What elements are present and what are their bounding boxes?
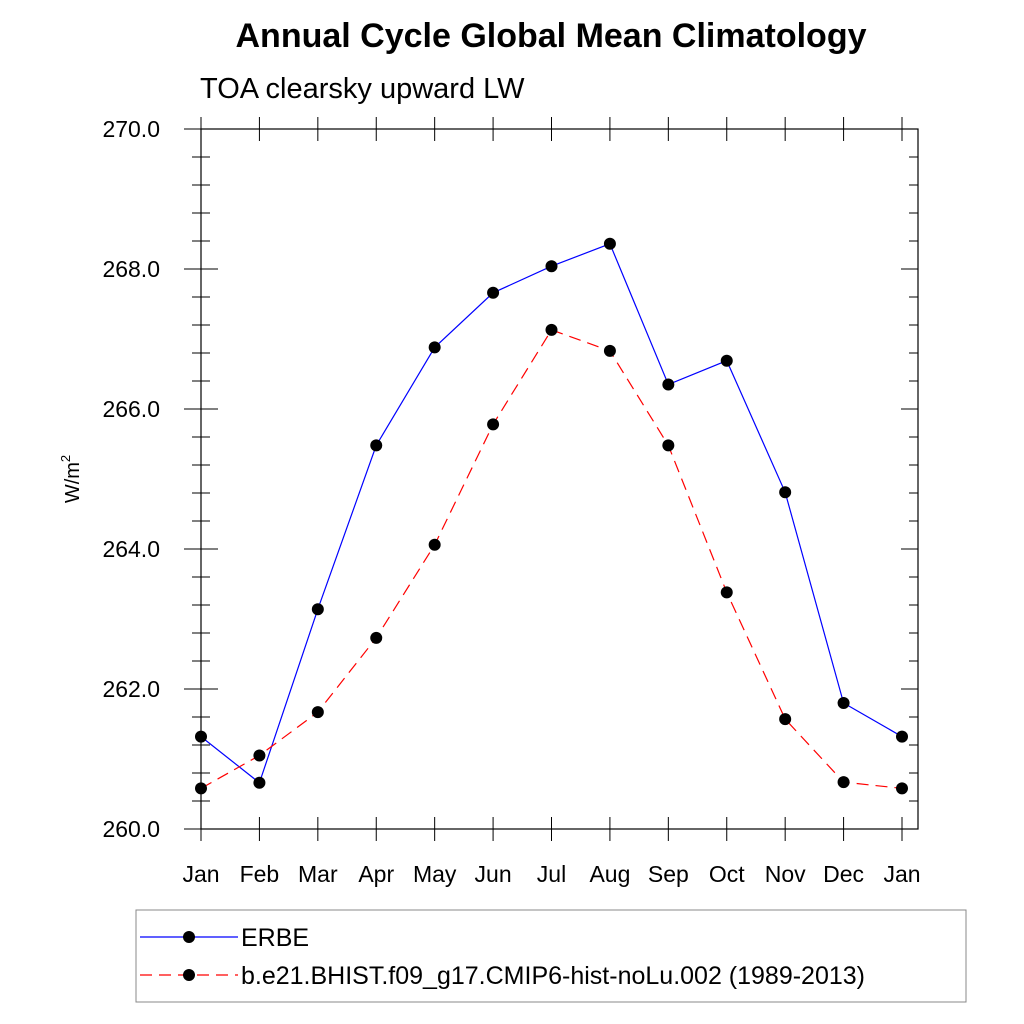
x-tick-label: Feb [240,861,280,887]
data-point [662,378,675,391]
data-point [487,286,500,299]
y-tick-label: 262.0 [102,676,160,702]
y-axis-title: W/m2 [58,455,84,503]
data-point [720,586,733,599]
data-point [253,749,266,762]
x-tick-label: Jun [475,861,512,887]
x-tick-label: Aug [589,861,630,887]
data-point [896,782,908,795]
x-tick-label: May [413,861,457,887]
x-tick-label: Sep [648,861,689,887]
data-point [370,439,383,452]
data-point [779,486,792,499]
legend-marker [183,969,195,981]
series-model [195,323,908,795]
y-tick-label: 270.0 [102,116,160,142]
y-tick-label: 266.0 [102,396,160,422]
data-point [603,344,616,357]
legend-entry: b.e21.BHIST.f09_g17.CMIP6-hist-noLu.002 … [140,962,865,990]
data-point [311,603,324,616]
y-axis-title-text: W/m [62,462,84,503]
x-tick-label: Nov [765,861,806,887]
series-line [200,329,903,789]
svg-text:W/m2: W/m2 [58,455,84,503]
legend-box [135,909,967,1003]
legend-label: b.e21.BHIST.f09_g17.CMIP6-hist-noLu.002 … [241,962,865,990]
data-point [428,538,441,551]
chart-title: Annual Cycle Global Mean Climatology [236,17,867,55]
data-point [195,782,207,795]
data-point [311,706,324,719]
x-tick-label: Dec [823,861,864,887]
x-tick-label: Jul [537,861,566,887]
data-point [720,354,733,367]
chart-subtitle: TOA clearsky upward LW [200,73,525,105]
data-point [195,730,207,743]
legend-label: ERBE [241,924,309,952]
data-point [545,323,558,336]
legend-entry: ERBE [140,924,309,952]
series-erbe [195,237,908,789]
y-axis-title-superscript: 2 [58,455,73,462]
x-tick-label: Apr [358,861,394,887]
data-point [370,631,383,644]
data-point [487,418,500,431]
x-tick-label: Mar [298,861,338,887]
data-point [253,776,266,789]
data-point [428,341,441,354]
y-tick-label: 260.0 [102,816,160,842]
y-tick-label: 268.0 [102,256,160,282]
data-point [603,237,616,250]
legend-marker [183,931,195,943]
data-point [837,776,850,789]
y-tick-label: 264.0 [102,536,160,562]
data-point [896,730,908,743]
x-tick-label: Jan [182,861,219,887]
x-tick-label: Jan [883,861,920,887]
plot-frame [200,128,919,830]
x-tick-label: Oct [709,861,745,887]
data-point [545,260,558,273]
data-point [779,713,792,726]
data-point [662,439,675,452]
data-point [837,697,850,709]
